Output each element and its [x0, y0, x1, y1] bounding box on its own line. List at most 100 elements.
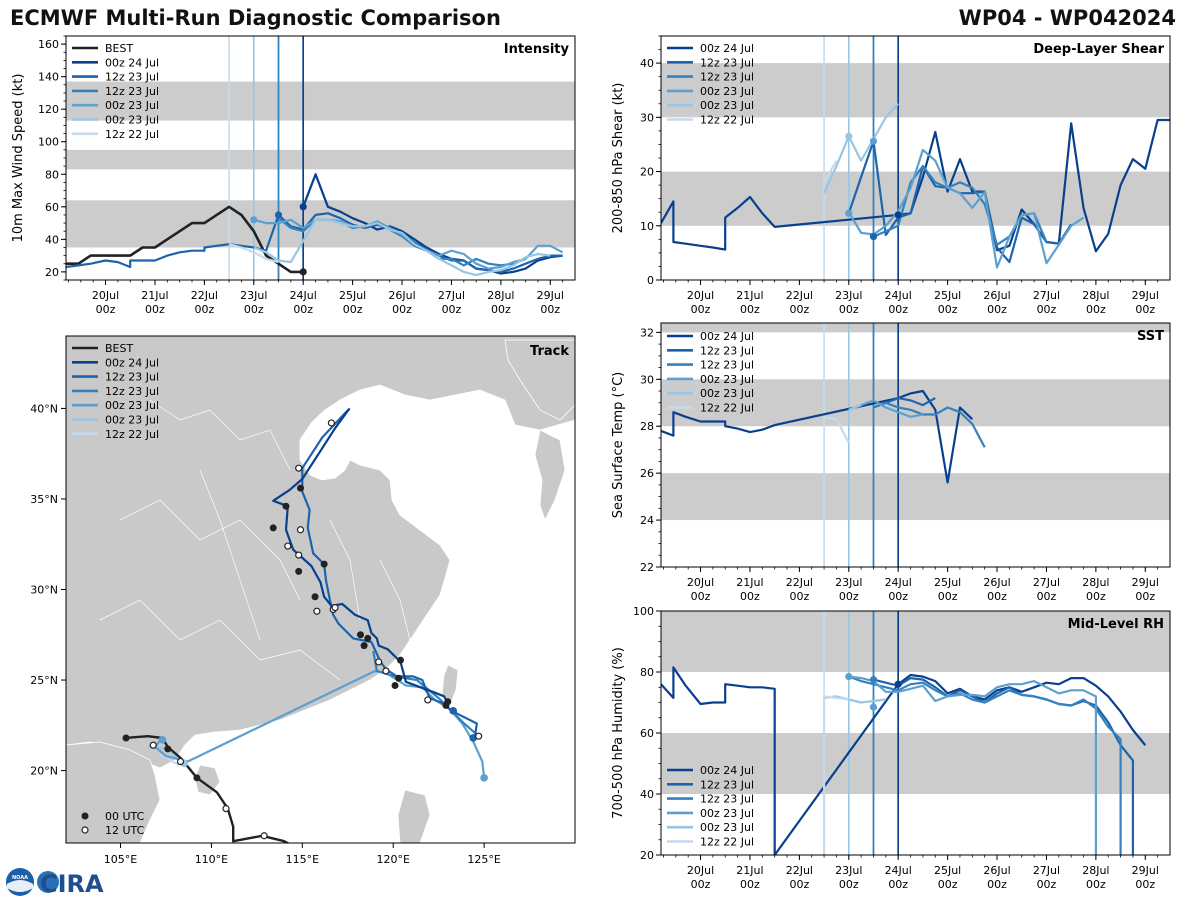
- rh-xtick-hour: 00z: [888, 878, 908, 891]
- track-legend-label-4: 00z 23 Jul: [105, 399, 159, 412]
- shear-legend-label-3: 00z 23 Jul: [700, 85, 754, 98]
- intensity-xtick-day: 23Jul: [240, 289, 267, 302]
- sst-ytick-label: 32: [640, 326, 654, 339]
- track-point-12utc-12: [424, 696, 432, 704]
- track-axes: 105°E 110°E 115°E 120°E 125°E 20°N 25°N 30°N 35°…: [30, 402, 501, 866]
- rh-band-1: [661, 611, 1170, 672]
- track-point-12utc-3: [260, 832, 268, 840]
- intensity-legend-label-0: BEST: [105, 42, 133, 55]
- intensity-xtick-day: 29Jul: [537, 289, 564, 302]
- shear-data-layer: [661, 36, 1170, 280]
- rh-series-2: [848, 675, 1122, 855]
- intensity-ytick-label: 40: [45, 233, 59, 246]
- track-title: Track: [530, 344, 569, 359]
- track-point-00utc-1: [164, 745, 172, 753]
- rh-xtick-day: 24Jul: [885, 864, 912, 877]
- shear-ylabel: 200-850 hPa Shear (kt): [611, 83, 626, 234]
- rh-title: Mid-Level RH: [1068, 617, 1164, 632]
- intensity-xtick-hour: 00z: [244, 303, 264, 316]
- intensity-xtick-day: 22Jul: [191, 289, 218, 302]
- sst-xtick-day: 28Jul: [1082, 576, 1109, 589]
- intensity-panel: 2040608010012014016020Jul00z21Jul00z22Ju…: [11, 35, 576, 316]
- intensity-series-5: [253, 218, 551, 277]
- intensity-xtick-day: 26Jul: [388, 289, 415, 302]
- sst-band-0: [661, 473, 1170, 521]
- sst-xtick-day: 26Jul: [983, 576, 1010, 589]
- shear-ytick-label: 40: [640, 57, 654, 70]
- track-legend-label-1: 00z 24 Jul: [105, 356, 159, 369]
- rh-legend-label-3: 00z 23 Jul: [700, 807, 754, 820]
- intensity-legend-label-5: 00z 23 Jul: [105, 114, 159, 127]
- track-point-12utc-5: [295, 551, 303, 559]
- sst-title: SST: [1137, 329, 1164, 344]
- sst-xtick-hour: 00z: [888, 590, 908, 603]
- shear-series-3: [847, 148, 1085, 269]
- track-point-00utc-0: [122, 734, 130, 742]
- rh-legend-label-2: 12z 23 Jul: [700, 793, 754, 806]
- intensity-ytick-label: 100: [38, 136, 59, 149]
- sst-xtick-hour: 00z: [987, 590, 1007, 603]
- intensity-xtick-day: 27Jul: [438, 289, 465, 302]
- shear-legend-label-4: 00z 23 Jul: [700, 99, 754, 112]
- rh-series-0: [661, 666, 1147, 855]
- rh-xtick-day: 29Jul: [1132, 864, 1159, 877]
- shear-xtick-hour: 00z: [1135, 303, 1155, 316]
- sst-xtick-hour: 00z: [938, 590, 958, 603]
- rh-ytick-label: 100: [633, 605, 654, 618]
- track-point-00utc-9: [356, 631, 364, 639]
- shear-ytick-label: 20: [640, 166, 654, 179]
- rh-xtick-hour: 00z: [789, 878, 809, 891]
- rh-xtick-hour: 00z: [839, 878, 859, 891]
- track-point-00utc-10: [360, 642, 368, 650]
- shear-band-1: [661, 63, 1170, 118]
- shear-title: Deep-Layer Shear: [1033, 42, 1164, 57]
- rh-data-layer: [661, 611, 1147, 855]
- sst-xtick-hour: 00z: [839, 590, 859, 603]
- intensity-marker-1: [299, 203, 307, 211]
- shear-xtick-day: 25Jul: [934, 289, 961, 302]
- track-xtick-label: 115°E: [286, 853, 319, 866]
- rh-legend-label-0: 00z 24 Jul: [700, 764, 754, 777]
- track-point-00utc-13: [395, 674, 403, 682]
- rh-xtick-hour: 00z: [740, 878, 760, 891]
- sst-xtick-hour: 00z: [789, 590, 809, 603]
- rh-series-3: [848, 675, 1098, 855]
- sst-series-2: [873, 401, 986, 448]
- shear-xtick-hour: 00z: [789, 303, 809, 316]
- track-point-12utc-7: [313, 607, 321, 615]
- rh-xtick-hour: 00z: [1086, 878, 1106, 891]
- intensity-xtick-hour: 00z: [96, 303, 116, 316]
- shear-marker-2: [869, 233, 878, 241]
- track-legend-label-6: 12z 22 Jul: [105, 428, 159, 441]
- rh-xtick-hour: 00z: [691, 878, 711, 891]
- shear-xtick-hour: 00z: [839, 303, 859, 316]
- rh-ylabel: 700-500 hPa Humidity (%): [611, 647, 626, 819]
- intensity-xtick-hour: 00z: [194, 303, 214, 316]
- intensity-band-2: [66, 81, 575, 121]
- page-title: ECMWF Multi-Run Diagnostic Comparison: [10, 6, 501, 30]
- intensity-band-1: [66, 149, 575, 170]
- track-point-12utc-0: [149, 741, 157, 749]
- rh-xtick-hour: 00z: [938, 878, 958, 891]
- rh-series-5: [822, 695, 849, 855]
- track-xtick-label: 125°E: [467, 853, 500, 866]
- shear-series-0: [661, 118, 1170, 253]
- intensity-ytick-label: 80: [45, 168, 59, 181]
- intensity-ytick-label: 140: [38, 71, 59, 84]
- sst-xtick-hour: 00z: [1086, 590, 1106, 603]
- shear-ytick-label: 30: [640, 111, 654, 124]
- sst-xtick-day: 22Jul: [786, 576, 813, 589]
- rh-xtick-hour: 00z: [987, 878, 1007, 891]
- track-series-2: [301, 409, 478, 737]
- intensity-series-1: [302, 173, 563, 275]
- intensity-xtick-day: 24Jul: [290, 289, 317, 302]
- intensity-marker-0: [299, 268, 307, 276]
- rh-xtick-day: 28Jul: [1082, 864, 1109, 877]
- rh-marker-3: [894, 680, 902, 688]
- sst-xtick-day: 25Jul: [934, 576, 961, 589]
- intensity-xtick-hour: 00z: [145, 303, 165, 316]
- sst-legend-label-1: 12z 23 Jul: [700, 344, 754, 357]
- track-point-12utc-9: [331, 604, 339, 612]
- track-point-12utc-4: [284, 542, 292, 550]
